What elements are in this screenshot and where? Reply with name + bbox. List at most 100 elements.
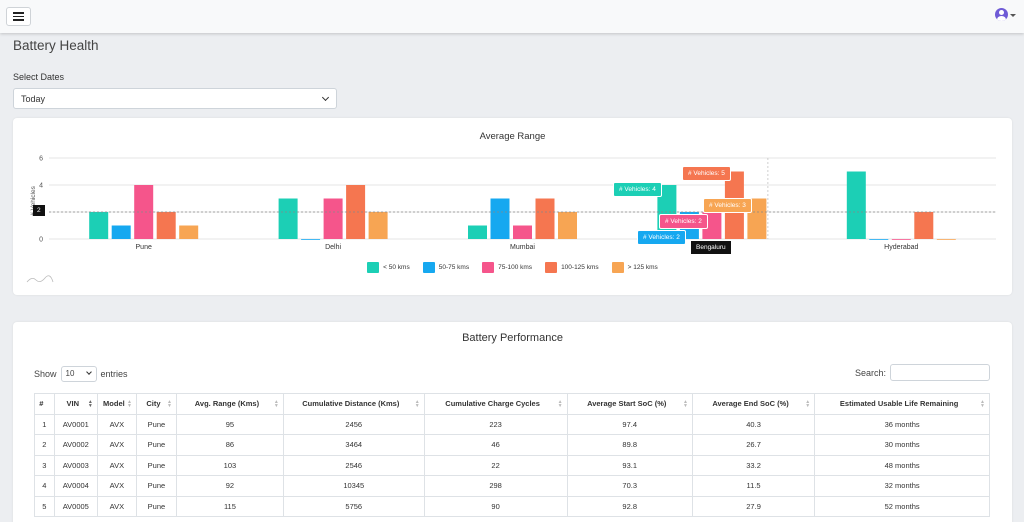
table-cell: Pune <box>135 454 177 476</box>
table-row[interactable]: 1 AV0001 AVX Pune 95 2456 223 97.4 40.3 36 months <box>34 413 990 435</box>
bar <box>368 212 388 239</box>
x-crosshair-label: Bengaluru <box>691 241 731 254</box>
table-cell: AVX <box>96 475 137 497</box>
column-header-label: Avg. Range (Kms) <box>194 399 260 409</box>
table-cell: 92.8 <box>566 495 693 517</box>
date-range-value: Today <box>21 94 46 104</box>
table-row[interactable]: 5 AV0005 AVX Pune 115 5756 90 92.8 27.9 52 months <box>34 495 990 517</box>
bar <box>558 212 577 239</box>
tooltip-vehicles: # Vehicles: 3 <box>703 198 752 213</box>
table-search: Search: <box>855 364 990 381</box>
table-cell: AVX <box>96 454 137 476</box>
table-cell: 115 <box>175 495 284 517</box>
legend-item[interactable]: 100-125 kms <box>545 262 599 273</box>
legend-item[interactable]: 50-75 kms <box>422 262 470 273</box>
table-cell: AVX <box>96 434 137 456</box>
legend-item[interactable]: 75-100 kms <box>482 262 532 273</box>
legend-item[interactable]: < 50 kms <box>367 262 410 273</box>
column-header-label: Estimated Usable Life Remaining <box>839 399 959 409</box>
table-cell: 52 months <box>814 495 990 517</box>
table-cell: 3 <box>34 454 55 476</box>
sort-icon: ▲ ▼ <box>682 399 688 409</box>
bar <box>891 239 911 240</box>
column-header[interactable]: Cumulative Charge Cycles ▲ ▼ <box>423 393 568 415</box>
bar <box>301 239 321 240</box>
table-row[interactable]: 4 AV0004 AVX Pune 92 10345 298 70.3 11.5 32 month… <box>34 475 990 497</box>
bar <box>346 185 366 239</box>
user-circle-icon <box>995 8 1008 21</box>
table-cell: 10345 <box>282 475 425 497</box>
legend-swatch <box>545 262 558 273</box>
search-input[interactable] <box>890 364 990 381</box>
average-range-chart[interactable]: 0 2 4 6 # Vehicles Pune Delhi Mumbai Bengaluru Hy… <box>13 118 1012 295</box>
table-cell: 26.7 <box>691 434 816 456</box>
table-cell: Pune <box>135 413 177 435</box>
table-cell: Pune <box>135 495 177 517</box>
legend-swatch <box>367 262 380 273</box>
table-cell: Pune <box>135 475 177 497</box>
column-header[interactable]: Average End SoC (%) ▲ ▼ <box>691 393 816 415</box>
table-row[interactable]: 2 AV0002 AVX Pune 86 3464 46 89.8 26.7 30 months <box>34 434 990 456</box>
entries-label: entries <box>100 369 128 379</box>
column-header[interactable]: Cumulative Distance (Kms) ▲ ▼ <box>282 393 425 415</box>
y-axis-label: # Vehicles <box>30 185 37 215</box>
sort-icon: ▲ ▼ <box>87 399 93 409</box>
sort-icon: ▲ ▼ <box>557 399 563 409</box>
table-cell: AV0003 <box>53 454 98 476</box>
column-header-label: Average End SoC (%) <box>712 399 789 409</box>
battery-performance-card: Battery Performance Show 10 entries Sear… <box>13 322 1012 522</box>
table-cell: 95 <box>175 413 284 435</box>
table-cell: 5756 <box>282 495 425 517</box>
x-tick-label: Mumbai <box>510 244 535 251</box>
bar <box>846 171 866 239</box>
column-header[interactable]: Avg. Range (Kms) ▲ ▼ <box>175 393 284 415</box>
table-cell: 48 months <box>814 454 990 476</box>
column-header[interactable]: Model ▲ ▼ <box>96 393 137 415</box>
column-header-label: Model <box>103 399 125 409</box>
entries-value: 10 <box>65 369 75 378</box>
table-title: Battery Performance <box>462 332 563 344</box>
column-header[interactable]: Average Start SoC (%) ▲ ▼ <box>566 393 693 415</box>
table-cell: 70.3 <box>566 475 693 497</box>
legend-item[interactable]: > 125 kms <box>611 262 658 273</box>
legend-label: 100-125 kms <box>561 264 599 271</box>
table-cell: 2 <box>34 434 55 456</box>
column-header[interactable]: # <box>34 393 55 415</box>
table-cell: 103 <box>175 454 284 476</box>
table-cell: 223 <box>423 413 568 435</box>
hamburger-menu-button[interactable] <box>6 7 31 26</box>
date-range-select[interactable]: Today <box>13 88 337 109</box>
column-header[interactable]: VIN ▲ ▼ <box>53 393 98 415</box>
column-header[interactable]: City ▲ ▼ <box>135 393 177 415</box>
bar <box>156 212 176 239</box>
battery-performance-table: # VIN ▲ ▼ Model ▲ ▼ City ▲ ▼ Avg. Range (Kms) ▲ ▼ Cum… <box>34 393 990 517</box>
table-cell: AV0001 <box>53 413 98 435</box>
column-header-label: Cumulative Charge Cycles <box>445 399 540 409</box>
table-row[interactable]: 3 AV0003 AVX Pune 103 2546 22 93.1 33.2 48 months <box>34 454 990 476</box>
table-cell: AV0005 <box>53 495 98 517</box>
user-menu-toggle[interactable] <box>995 8 1016 21</box>
bar <box>747 198 767 239</box>
column-header-label: Average Start SoC (%) <box>587 399 667 409</box>
chart-watermark-icon <box>26 275 54 283</box>
table-cell: 46 <box>423 434 568 456</box>
bar <box>490 198 510 239</box>
x-tick-label: Delhi <box>325 244 341 251</box>
x-tick-label: Hyderabad <box>884 244 918 251</box>
table-cell: 27.9 <box>691 495 816 517</box>
legend-label: 50-75 kms <box>438 264 470 271</box>
entries-per-page-select[interactable]: 10 <box>60 366 97 382</box>
table-header-row: # VIN ▲ ▼ Model ▲ ▼ City ▲ ▼ Avg. Range (Kms) ▲ ▼ Cum… <box>34 393 990 415</box>
bar <box>936 239 956 240</box>
page-title: Battery Health <box>13 38 99 53</box>
table-cell: 22 <box>423 454 568 476</box>
bar <box>278 198 298 239</box>
legend-label: < 50 kms <box>383 264 410 271</box>
chevron-down-icon <box>85 369 92 375</box>
table-cell: 32 months <box>814 475 990 497</box>
table-cell: 1 <box>34 413 55 435</box>
chart-legend: < 50 kms 50-75 kms 75-100 kms 100-125 kms > … <box>13 262 1012 273</box>
column-header[interactable]: Estimated Usable Life Remaining ▲ ▼ <box>814 393 990 415</box>
table-cell: 93.1 <box>566 454 693 476</box>
table-cell: 2456 <box>282 413 425 435</box>
